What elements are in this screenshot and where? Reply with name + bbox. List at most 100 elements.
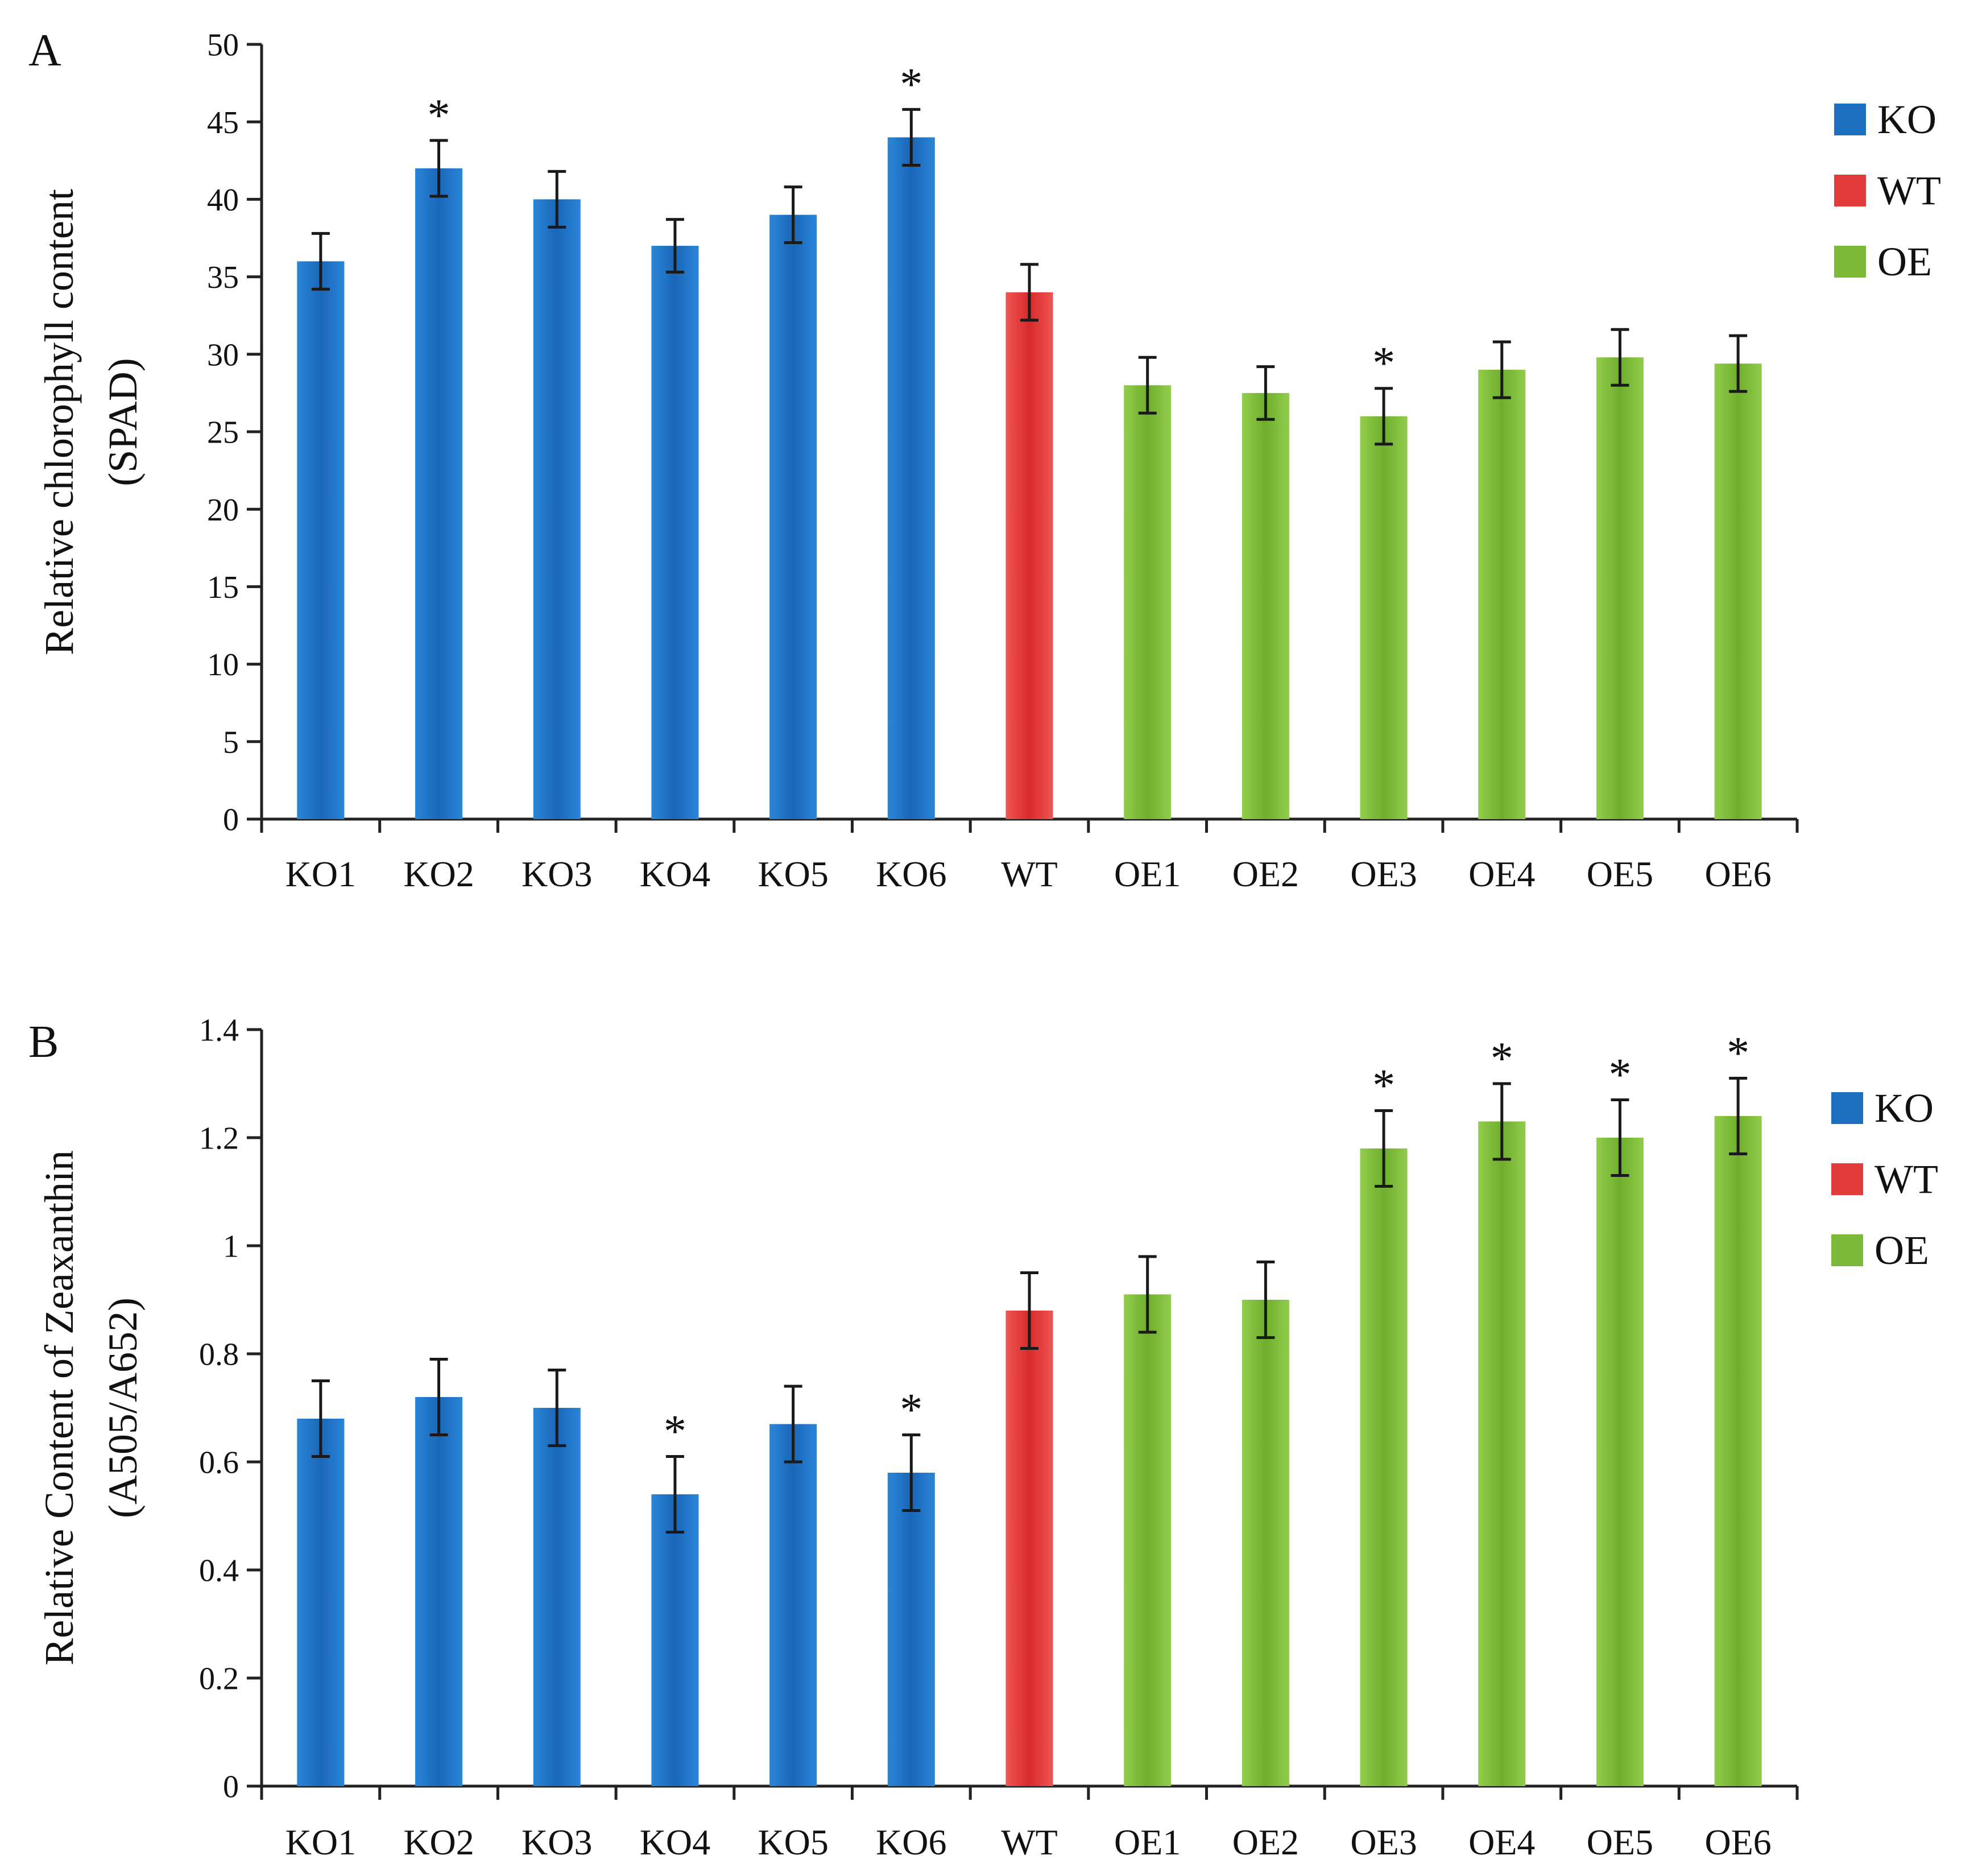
panel-a-bar-oe4: [1478, 370, 1526, 819]
panel-a-x-tick-label-ko2: KO2: [403, 854, 474, 894]
panel-a-legend-label-oe: OE: [1877, 239, 1932, 284]
panel-b-bar-ko3: [533, 1408, 581, 1786]
panel-a-y-tick-label: 50: [207, 28, 239, 63]
panel-a-y-tick-label: 15: [207, 570, 239, 605]
panel-a-y-tick-label: 30: [207, 337, 239, 373]
panel-a-x-tick-label-ko1: KO1: [285, 854, 356, 894]
panel-b-bar-oe3: [1360, 1148, 1408, 1786]
panel-b-x-tick-label-oe2: OE2: [1232, 1822, 1299, 1862]
panel-a-error-bar-oe3: [1375, 387, 1393, 446]
panel-a-bar-wt: [1005, 292, 1053, 819]
panel-a-x-tick-label-oe2: OE2: [1232, 854, 1299, 894]
panel-a-y-tick-label: 5: [223, 725, 239, 760]
panel-a-bar-oe5: [1596, 357, 1644, 819]
panel-b-significance-oe5: *: [1608, 1050, 1631, 1100]
panel-b-error-bar-wt: [1020, 1271, 1038, 1350]
panel-b-bar-oe4: [1478, 1121, 1526, 1786]
panel-b-legend-label-ko: KO: [1874, 1085, 1934, 1131]
panel-a-error-bar-oe4: [1492, 340, 1511, 399]
panel-b-legend-swatch-wt: [1831, 1163, 1863, 1195]
panel-a-x-tick-label-oe4: OE4: [1468, 854, 1535, 894]
panel-a-y-tick-label: 40: [207, 183, 239, 218]
panel-b-x-tick-label-ko1: KO1: [285, 1822, 356, 1862]
panel-b-y-tick-label: 1.2: [199, 1121, 239, 1156]
panel-b-legend-label-wt: WT: [1874, 1156, 1938, 1202]
panel-a-bar-oe3: [1360, 416, 1408, 819]
panel-a-y-axis-title: Relative chlorophyll content (SPAD): [36, 189, 146, 655]
panel-b-significance-ko6: *: [900, 1385, 922, 1435]
panel-a-x-tick-label-ko4: KO4: [640, 854, 710, 894]
panel-b-x-tick-label-ko2: KO2: [403, 1822, 474, 1862]
panel-b-significance-oe4: *: [1491, 1034, 1513, 1084]
panel-b-error-bar-oe5: [1611, 1098, 1629, 1177]
panel-a-x-tick-label-oe3: OE3: [1350, 854, 1417, 894]
panel-a-x-tick-label-ko3: KO3: [522, 854, 592, 894]
panel-a-bar-ko4: [651, 246, 699, 819]
panel-a-error-bar-wt: [1020, 263, 1038, 322]
panel-b-y-tick-label: 1: [223, 1229, 239, 1265]
panel-a-error-bar-ko4: [665, 218, 684, 274]
panel-b-y-tick-label: 0.2: [199, 1662, 239, 1697]
panel-a-bar-ko1: [297, 261, 345, 819]
panel-b-x-tick-label-oe6: OE6: [1704, 1822, 1771, 1862]
panel-b-y-axis-title: Relative Content of Zeaxanthin (A505/A65…: [36, 1150, 146, 1666]
panel-a-x-tick-label-oe1: OE1: [1114, 854, 1181, 894]
panel-a-bar-ko3: [533, 199, 581, 819]
panel-a-y-tick-label: 45: [207, 105, 239, 141]
panel-a-y-tick-label: 35: [207, 260, 239, 295]
panel-a-error-bar-oe1: [1138, 356, 1157, 415]
panel-a-chart: A Relative chlorophyll content (SPAD) 0 5…: [28, 26, 1941, 894]
panel-a-ylabel-unit: (SPAD): [100, 358, 146, 486]
panel-b-legend: KO WT OE: [1831, 1085, 1938, 1273]
panel-a-bar-ko5: [769, 214, 817, 819]
panel-b-x-tick-label-oe5: OE5: [1587, 1822, 1653, 1862]
panel-b-x-tick-label-oe3: OE3: [1350, 1822, 1417, 1862]
panel-b-error-bar-ko3: [548, 1369, 566, 1447]
panel-a-ylabel: Relative chlorophyll content: [36, 189, 82, 655]
panel-b-bar-ko1: [297, 1419, 345, 1786]
panel-b-error-bar-ko4: [665, 1455, 684, 1534]
panel-a-x-tick-label-ko6: KO6: [876, 854, 946, 894]
panel-a-y-tick-label: 0: [223, 803, 239, 838]
panel-b-x-tick-label-ko5: KO5: [758, 1822, 828, 1862]
panel-a-error-bar-ko1: [311, 232, 330, 291]
panel-a-legend-label-ko: KO: [1877, 97, 1936, 142]
panel-a-significance-ko6: *: [900, 59, 922, 109]
panel-b-ylabel: Relative Content of Zeaxanthin: [36, 1150, 82, 1666]
panel-b-x-tick-label-wt: WT: [1001, 1822, 1058, 1862]
panel-b-x-tick-label-ko3: KO3: [522, 1822, 592, 1862]
panel-a-legend: KO WT OE: [1834, 97, 1941, 284]
panel-b-ylabel-unit: (A505/A652): [100, 1298, 146, 1518]
panel-b-y-tick-label: 0.8: [199, 1337, 239, 1373]
panel-b-error-bar-oe3: [1375, 1109, 1393, 1188]
panel-b-error-bar-ko5: [784, 1385, 802, 1464]
panel-a-bar-oe2: [1242, 392, 1289, 819]
panel-b-chart: B Relative Content of Zeaxanthin (A505/A…: [28, 1013, 1938, 1862]
panel-a-significance-oe3: *: [1372, 338, 1395, 389]
panel-b-bar-ko2: [415, 1397, 463, 1786]
panel-b-legend-label-oe: OE: [1874, 1228, 1929, 1273]
panel-a-bar-oe6: [1714, 363, 1762, 819]
panel-a-x-tick-label-oe5: OE5: [1587, 854, 1653, 894]
panel-b-error-bar-oe2: [1256, 1261, 1275, 1339]
panel-b-x-tick-label-oe1: OE1: [1114, 1822, 1181, 1862]
panel-b-y-tick-label: 0.6: [199, 1445, 239, 1481]
panel-b-error-bar-ko2: [429, 1358, 448, 1436]
panel-b-significance-ko4: *: [664, 1407, 686, 1457]
panel-b-significance-oe3: *: [1372, 1061, 1395, 1111]
panel-b-bar-oe1: [1124, 1294, 1172, 1786]
panel-a-error-bar-oe5: [1611, 328, 1629, 387]
panel-a-bar-ko2: [415, 168, 463, 819]
panel-a-legend-swatch-oe: [1834, 246, 1866, 278]
panel-b-error-bar-oe6: [1729, 1077, 1748, 1155]
panel-a-x-tick-label-ko5: KO5: [758, 854, 828, 894]
panel-a-y-tick-label: 20: [207, 493, 239, 528]
panel-a-x-tick-label-wt: WT: [1001, 854, 1058, 894]
panel-a-axes: 0 5 10 15 20 25 30 35 40 45 50 KO1 KO2 KO3 KO4 KO5 KO6 WT…: [207, 28, 1799, 894]
panel-b-bar-ko4: [651, 1494, 699, 1786]
panel-b-x-tick-label-ko6: KO6: [876, 1822, 946, 1862]
panel-b-bars: * * * * * *: [297, 1028, 1762, 1786]
panel-a-error-bar-oe2: [1256, 365, 1275, 421]
panel-b-error-bar-oe4: [1492, 1082, 1511, 1161]
